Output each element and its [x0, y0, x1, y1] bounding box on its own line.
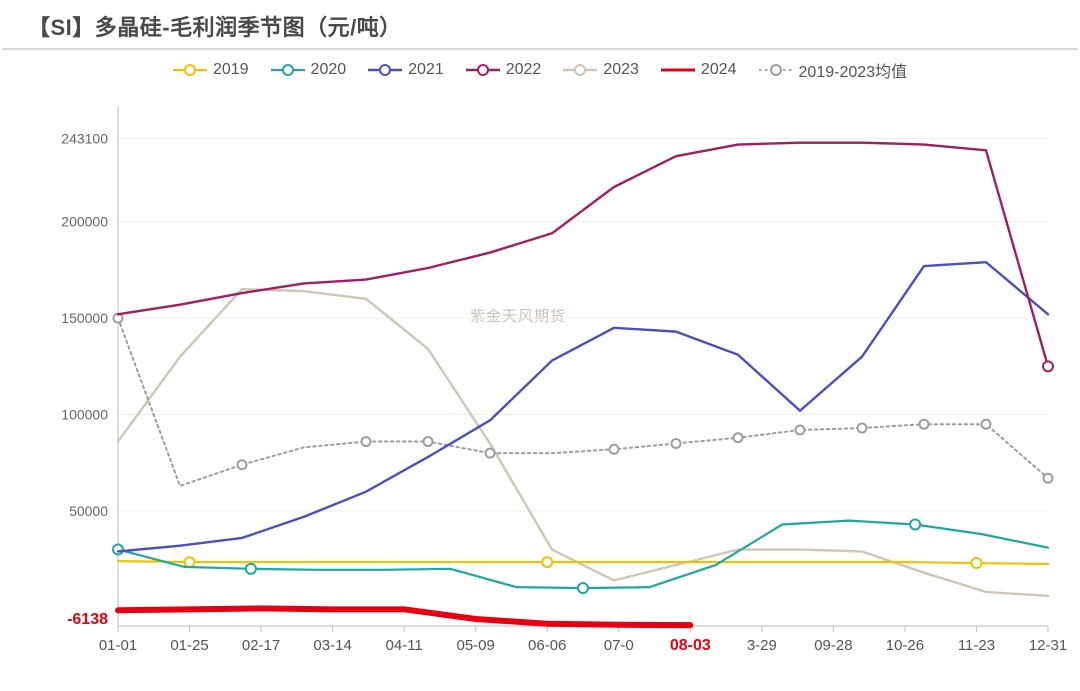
svg-text:07-0: 07-0	[604, 637, 634, 654]
legend-label: 2022	[506, 61, 542, 79]
svg-text:12-31: 12-31	[1029, 637, 1067, 654]
svg-text:03-14: 03-14	[313, 637, 351, 654]
svg-text:02-17: 02-17	[242, 637, 280, 654]
legend-label: 2021	[408, 61, 444, 79]
svg-text:150000: 150000	[61, 310, 108, 326]
svg-text:05-09: 05-09	[457, 637, 495, 654]
svg-text:01-25: 01-25	[170, 637, 208, 654]
legend-item-s2023[interactable]: 2023	[563, 61, 639, 79]
svg-text:3-29: 3-29	[747, 637, 777, 654]
svg-text:04-11: 04-11	[386, 637, 423, 654]
legend-label: 2024	[701, 61, 737, 79]
legend-label: 2019	[213, 61, 249, 79]
legend-label: 2023	[603, 61, 639, 79]
svg-text:06-06: 06-06	[528, 637, 566, 654]
svg-text:01-01: 01-01	[99, 637, 137, 654]
legend-item-s2020[interactable]: 2020	[271, 61, 347, 79]
svg-text:200000: 200000	[61, 214, 108, 230]
svg-text:50000: 50000	[69, 503, 108, 519]
svg-text:100000: 100000	[61, 407, 108, 423]
chart-title: 【SI】多晶硅-毛利润季节图（元/吨）	[28, 10, 402, 42]
legend-item-s2022[interactable]: 2022	[466, 61, 542, 79]
svg-text:09-28: 09-28	[814, 637, 852, 654]
svg-text:10-26: 10-26	[886, 637, 924, 654]
legend-item-s2021[interactable]: 2021	[368, 61, 444, 79]
legend-item-s2024[interactable]: 2024	[661, 61, 737, 79]
legend-item-s2019[interactable]: 2019	[173, 61, 249, 79]
svg-text:-6138: -6138	[67, 611, 108, 628]
chart-plot: 50000 100000 150000 200000 243100 -6138 01-01 0…	[0, 78, 1080, 688]
svg-text:11-23: 11-23	[958, 637, 995, 654]
svg-text:08-03: 08-03	[670, 637, 711, 654]
svg-text:243100: 243100	[61, 131, 108, 147]
legend-label: 2020	[311, 61, 347, 79]
